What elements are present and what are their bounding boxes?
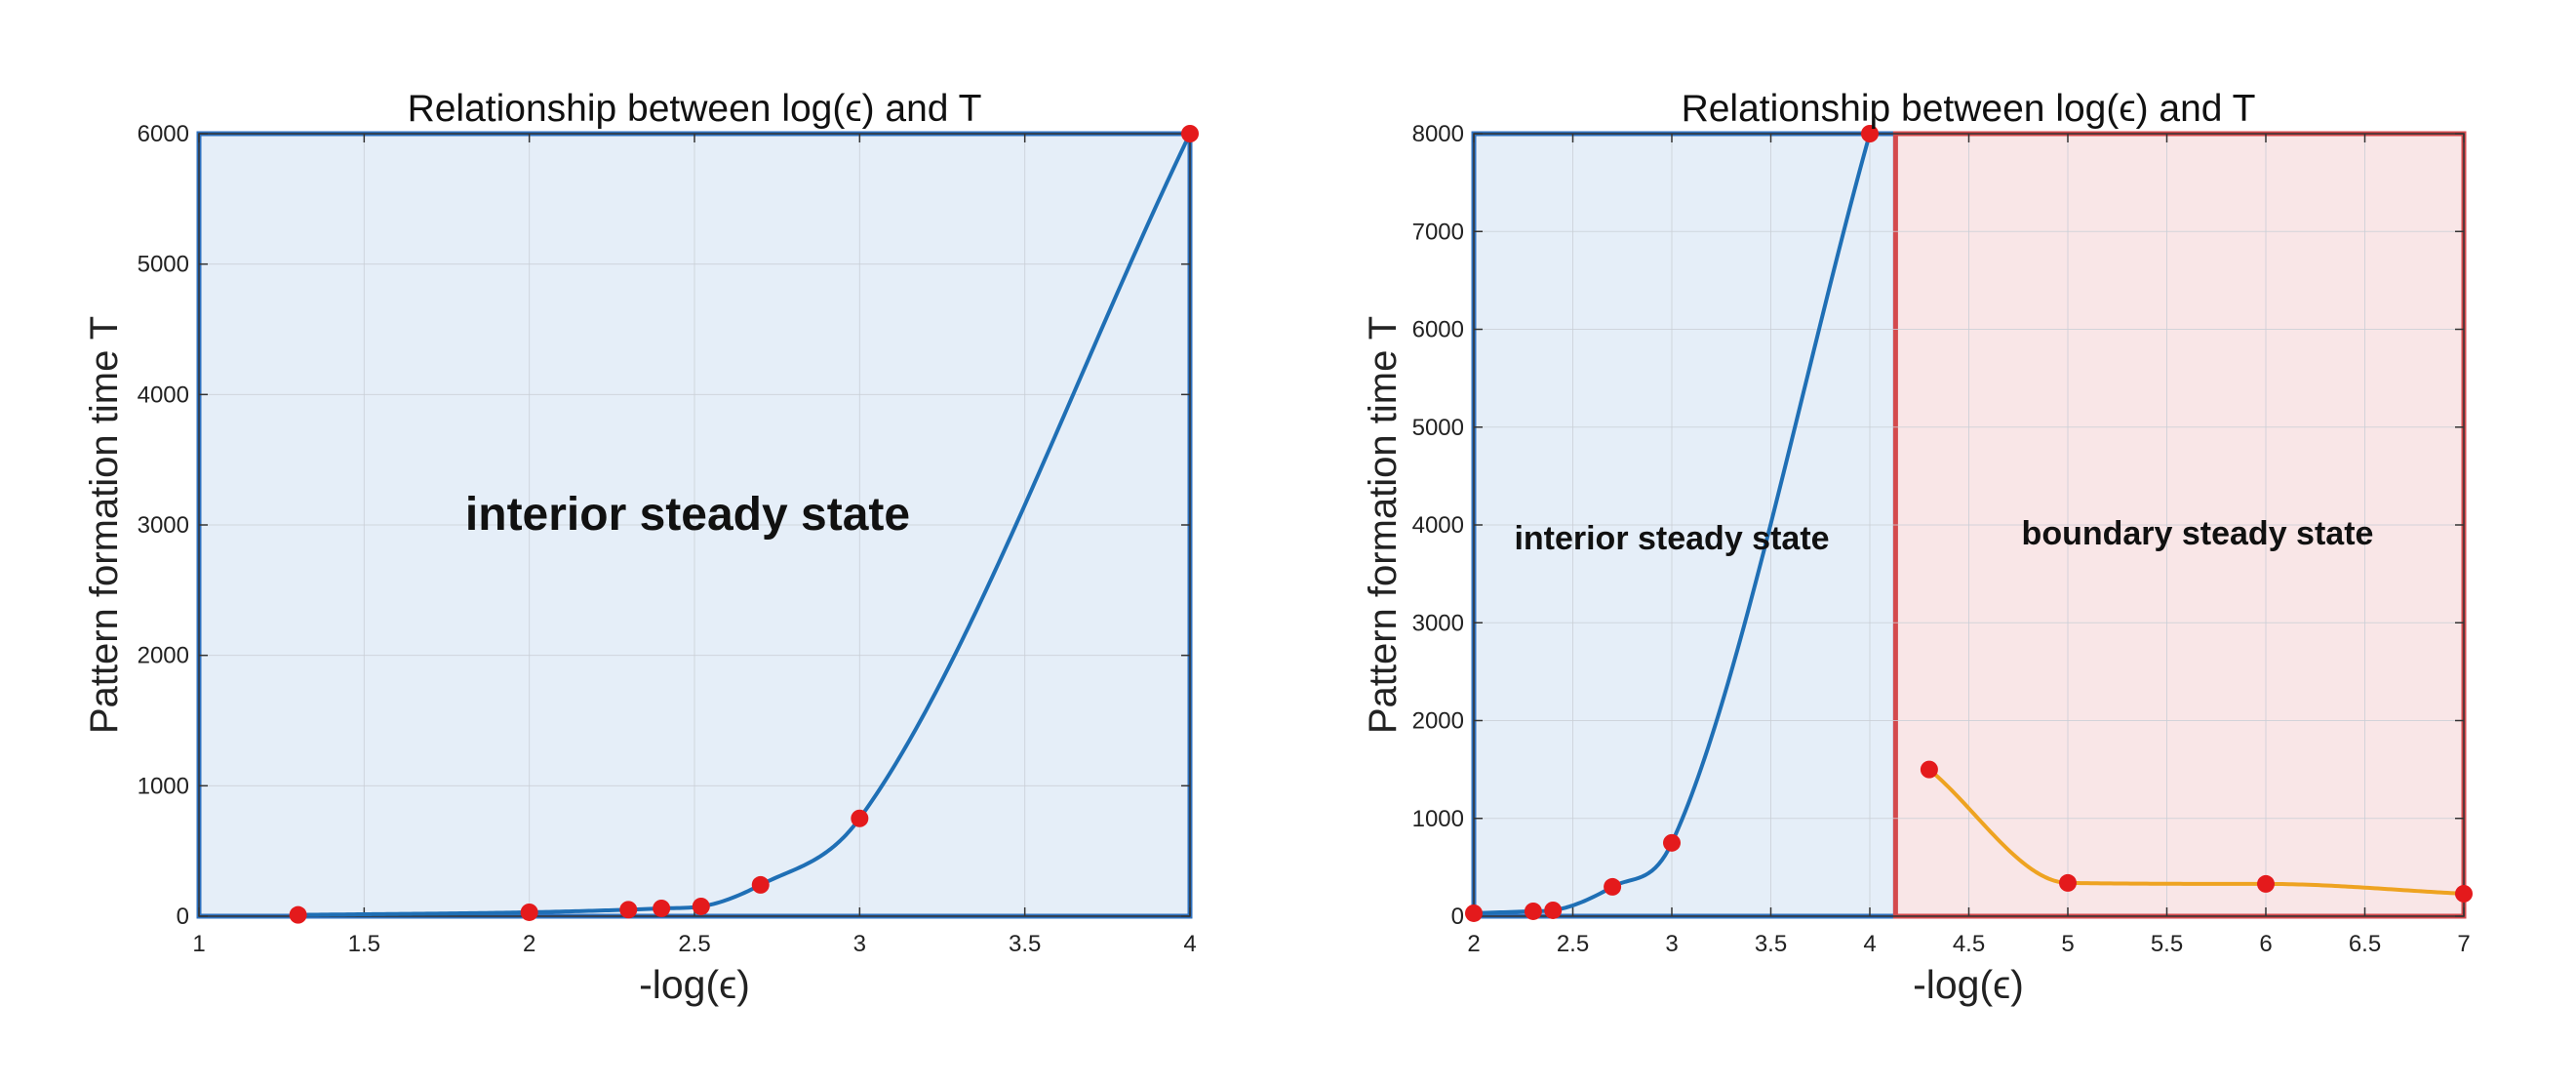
data-point xyxy=(1663,833,1681,852)
x-tick-label: 4 xyxy=(1183,931,1196,957)
y-tick-label: 5000 xyxy=(1412,415,1464,441)
y-tick-label: 1000 xyxy=(138,773,189,799)
x-axis-label: -log(ϵ) xyxy=(639,962,750,1007)
data-point xyxy=(1524,902,1542,920)
x-tick-label: 4.5 xyxy=(1953,931,1985,957)
tick-labels: 2 2.5 3 3.5 4 4.5 5 5.5 6 6.5 7 0 1000 2000 3000 4000 50… xyxy=(1412,121,2471,957)
y-tick-label: 0 xyxy=(1451,904,1464,930)
data-point xyxy=(692,897,710,915)
chart-title: Relationship between log(ϵ) and T xyxy=(408,88,982,130)
data-point xyxy=(619,901,638,919)
series-line xyxy=(1926,767,2466,896)
y-tick-label: 2000 xyxy=(138,643,189,669)
data-point xyxy=(1920,760,1938,779)
data-point xyxy=(2257,874,2275,893)
y-tick-label: 4000 xyxy=(138,382,189,408)
data-point xyxy=(1465,904,1483,922)
y-tick-label: 1000 xyxy=(1412,806,1464,832)
marker-layer xyxy=(1465,125,2473,922)
data-point xyxy=(2059,873,2077,892)
y-tick-label: 8000 xyxy=(1412,121,1464,147)
data-point xyxy=(1604,877,1622,896)
x-tick-label: 3 xyxy=(853,931,866,957)
data-point xyxy=(289,905,307,924)
chart-left: 1 1.5 2 2.5 3 3.5 4 0 1000 2000 3000 4000 5000 6000 R… xyxy=(83,88,1199,1007)
x-tick-label: 2.5 xyxy=(678,931,710,957)
y-axis-label: Pattern formation time T xyxy=(83,316,126,734)
axes-layer xyxy=(198,133,1191,917)
y-tick-label: 3000 xyxy=(138,512,189,539)
data-point xyxy=(1861,125,1879,142)
data-point xyxy=(751,875,770,894)
y-tick-label: 6000 xyxy=(1412,317,1464,343)
region-label-interior: interior steady state xyxy=(1514,520,1829,557)
x-tick-label: 5 xyxy=(2061,931,2074,957)
x-axis-label: -log(ϵ) xyxy=(1913,962,2024,1007)
y-tick-label: 7000 xyxy=(1412,219,1464,245)
x-tick-label: 2 xyxy=(523,931,535,957)
y-tick-label: 3000 xyxy=(1412,610,1464,636)
data-point xyxy=(1181,125,1199,142)
axes-layer xyxy=(1473,133,2465,917)
region-label-boundary: boundary steady state xyxy=(2022,515,2374,552)
y-tick-label: 5000 xyxy=(138,252,189,278)
data-point xyxy=(851,809,869,827)
chart-right: 2 2.5 3 3.5 4 4.5 5 5.5 6 6.5 7 0 1000 2000 3000 4000 50… xyxy=(1362,88,2473,1007)
x-tick-label: 3 xyxy=(1665,931,1678,957)
series-layer xyxy=(296,132,1192,917)
x-tick-label: 7 xyxy=(2457,931,2470,957)
x-tick-label: 1.5 xyxy=(348,931,380,957)
x-tick-label: 2 xyxy=(1467,931,1480,957)
data-point xyxy=(1544,901,1563,919)
y-axis-label: Pattern formation time T xyxy=(1362,316,1405,734)
y-tick-label: 0 xyxy=(177,904,189,930)
x-tick-label: 2.5 xyxy=(1557,931,1589,957)
series-line xyxy=(296,132,1192,917)
marker-layer xyxy=(289,125,1199,924)
y-tick-label: 6000 xyxy=(138,121,189,147)
x-tick-label: 4 xyxy=(1863,931,1876,957)
y-tick-label: 2000 xyxy=(1412,708,1464,735)
data-point xyxy=(520,903,538,921)
data-point xyxy=(653,899,671,917)
y-tick-label: 4000 xyxy=(1412,512,1464,539)
region-label-interior: interior steady state xyxy=(465,489,910,541)
x-tick-label: 1 xyxy=(192,931,205,957)
x-tick-label: 3.5 xyxy=(1009,931,1041,957)
x-tick-label: 3.5 xyxy=(1755,931,1787,957)
chart-title: Relationship between log(ϵ) and T xyxy=(1682,88,2256,130)
x-tick-label: 6.5 xyxy=(2349,931,2381,957)
data-point xyxy=(2455,884,2473,903)
x-tick-label: 6 xyxy=(2259,931,2272,957)
x-tick-label: 5.5 xyxy=(2151,931,2183,957)
tick-labels: 1 1.5 2 2.5 3 3.5 4 0 1000 2000 3000 4000 5000 6000 xyxy=(138,121,1197,957)
